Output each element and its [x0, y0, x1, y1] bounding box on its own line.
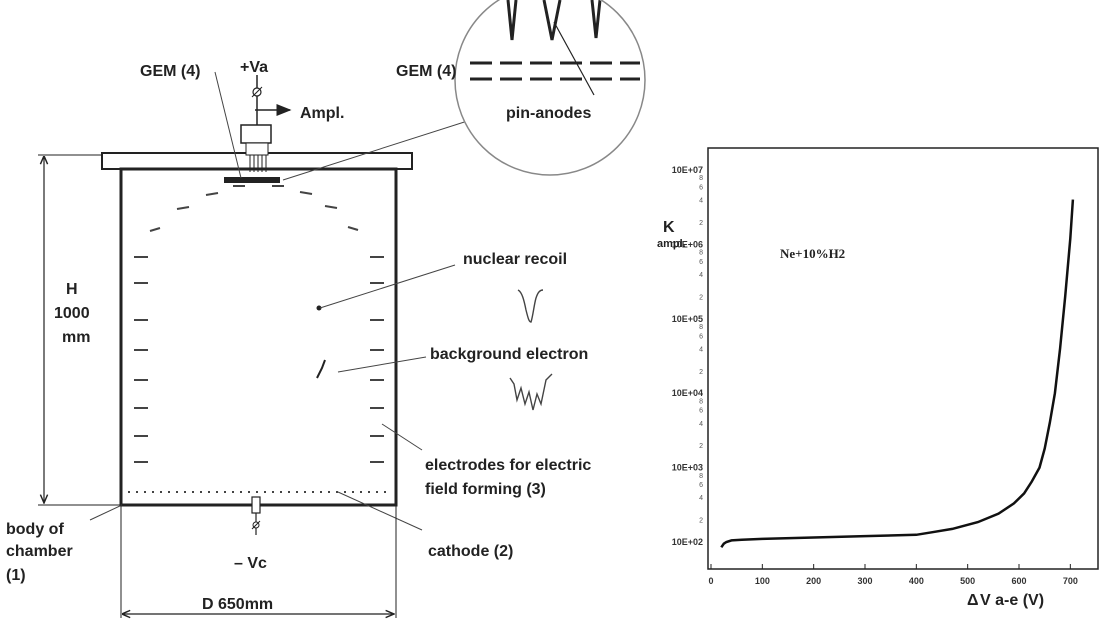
y-minor-tick-label: 4: [699, 421, 703, 428]
amplifier-box: [240, 124, 272, 144]
y-minor-tick-label: 6: [699, 185, 703, 192]
gain-curve: [720, 199, 1075, 549]
nuclear-recoil-track: [316, 305, 322, 311]
pin-anode-right: [590, 0, 602, 39]
electrodes-label-line2: field forming (3): [425, 481, 546, 498]
x-tick-label: 500: [960, 576, 975, 586]
x-tick-label: 100: [755, 576, 770, 586]
y-minor-tick-label: 4: [699, 346, 703, 353]
gem-detector-small: [224, 177, 280, 183]
x-axis-ticks: 0 100 200 300 400 500 600 700: [708, 564, 1078, 586]
x-tick-label: 200: [806, 576, 821, 586]
pin-anode-middle: [542, 0, 562, 41]
y-minor-tick-label: 6: [699, 259, 703, 266]
chart-frame: [707, 147, 1099, 570]
x-axis-label: V a-e (V): [980, 592, 1044, 609]
electron-pulse: [509, 373, 553, 411]
y-tick-label: 10E+05: [672, 314, 703, 324]
y-minor-tick-label: 8: [699, 324, 703, 331]
gain-chart: 0 100 200 300 400 500 600 700 10E+02246810E+032…: [657, 147, 1099, 609]
amplifier-assembly: [224, 75, 292, 183]
cathode-voltage-label: – Vc: [234, 555, 267, 572]
y-minor-tick-label: 2: [699, 294, 703, 301]
anode-voltage-label: +Va: [240, 59, 268, 76]
y-minor-tick-label: 8: [699, 250, 703, 257]
x-tick-label: 600: [1011, 576, 1026, 586]
y-minor-tick-label: 4: [699, 198, 703, 205]
gem-label-left: GEM (4): [140, 63, 200, 80]
chamber-diagram: GEM (4) +Va Ampl. GEM (4) pin-anodes H 1…: [6, 0, 646, 618]
y-minor-tick-label: 8: [699, 473, 703, 480]
cathode-label: cathode (2): [428, 543, 513, 560]
y-minor-tick-label: 2: [699, 443, 703, 450]
nuclear-recoil-pulse: [517, 289, 544, 323]
y-minor-tick-label: 4: [699, 272, 703, 279]
y-minor-tick-label: 6: [699, 408, 703, 415]
gem-label-right: GEM (4): [396, 63, 456, 80]
y-minor-tick-label: 6: [699, 482, 703, 489]
y-axis-ticks: 10E+02246810E+03246810E+04246810E+052468…: [672, 165, 703, 547]
x-tick-label: 300: [857, 576, 872, 586]
pin-anodes-label: pin-anodes: [506, 105, 591, 122]
diameter-label: D 650mm: [202, 596, 273, 613]
y-tick-label: 10E+03: [672, 463, 703, 473]
zoom-inset: [454, 0, 646, 176]
y-tick-label: 10E+04: [672, 388, 703, 398]
y-tick-label: 10E+02: [672, 537, 703, 547]
height-symbol: H: [66, 281, 78, 298]
y-minor-tick-label: 2: [699, 220, 703, 227]
field-electrodes: [134, 185, 384, 463]
y-minor-tick-label: 2: [699, 369, 703, 376]
y-tick-label: 10E+07: [672, 165, 703, 175]
pin-anode-left: [506, 0, 518, 41]
electrodes-label-line1: electrodes for electric: [425, 457, 591, 474]
gas-mixture-annotation: Ne+10%H2: [780, 246, 845, 261]
y-minor-tick-label: 8: [699, 398, 703, 405]
x-axis-delta: Δ: [967, 592, 979, 609]
body-label-line3: (1): [6, 567, 26, 584]
y-axis-label: K: [663, 219, 675, 236]
body-label-line1: body of: [6, 521, 64, 538]
x-tick-label: 700: [1063, 576, 1078, 586]
y-axis-sublabel: ampl.: [657, 238, 686, 250]
nuclear-recoil-label: nuclear recoil: [463, 251, 567, 268]
y-minor-tick-label: 8: [699, 175, 703, 182]
height-unit: mm: [62, 329, 90, 346]
chamber-body: [119, 167, 398, 507]
cathode-connector: [251, 496, 261, 535]
background-electron-label: background electron: [430, 346, 588, 363]
y-tick-label: 10E+06: [672, 239, 703, 249]
y-minor-tick-label: 2: [699, 518, 703, 525]
x-tick-label: 0: [708, 576, 713, 586]
amplifier-label: Ampl.: [300, 105, 344, 122]
y-minor-tick-label: 4: [699, 495, 703, 502]
background-electron-track: [316, 359, 326, 379]
body-label-line2: chamber: [6, 543, 73, 560]
x-tick-label: 400: [909, 576, 924, 586]
height-value: 1000: [54, 305, 90, 322]
y-minor-tick-label: 6: [699, 333, 703, 340]
